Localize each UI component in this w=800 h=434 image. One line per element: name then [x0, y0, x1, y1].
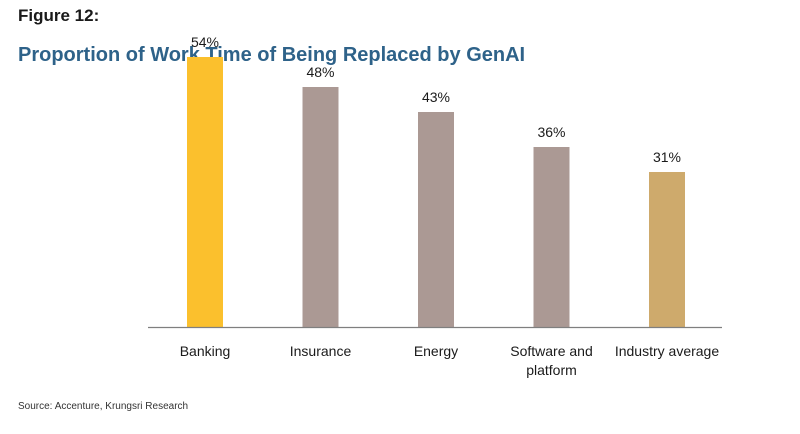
category-label-3: Energy [414, 343, 458, 359]
source-note: Source: Accenture, Krungsri Research [18, 401, 189, 412]
category-label-5: Industry average [615, 343, 719, 359]
bar-3 [418, 112, 454, 327]
category-label-1: Banking [180, 343, 231, 359]
data-label-1: 54% [191, 34, 219, 50]
data-label-5: 31% [653, 149, 681, 165]
bar-1 [187, 57, 223, 327]
category-label-2: Insurance [290, 343, 352, 359]
bar-2 [302, 87, 339, 327]
bar-4 [533, 147, 570, 327]
chart-title: Proportion of Work Time of Being Replace… [18, 44, 526, 66]
category-label-4: Software and platform [510, 343, 593, 378]
data-label-2: 48% [306, 64, 334, 80]
bar-5 [649, 172, 685, 327]
data-label-4: 36% [537, 124, 565, 140]
data-label-3: 43% [422, 89, 450, 105]
figure-label: Figure 12: [18, 6, 100, 25]
